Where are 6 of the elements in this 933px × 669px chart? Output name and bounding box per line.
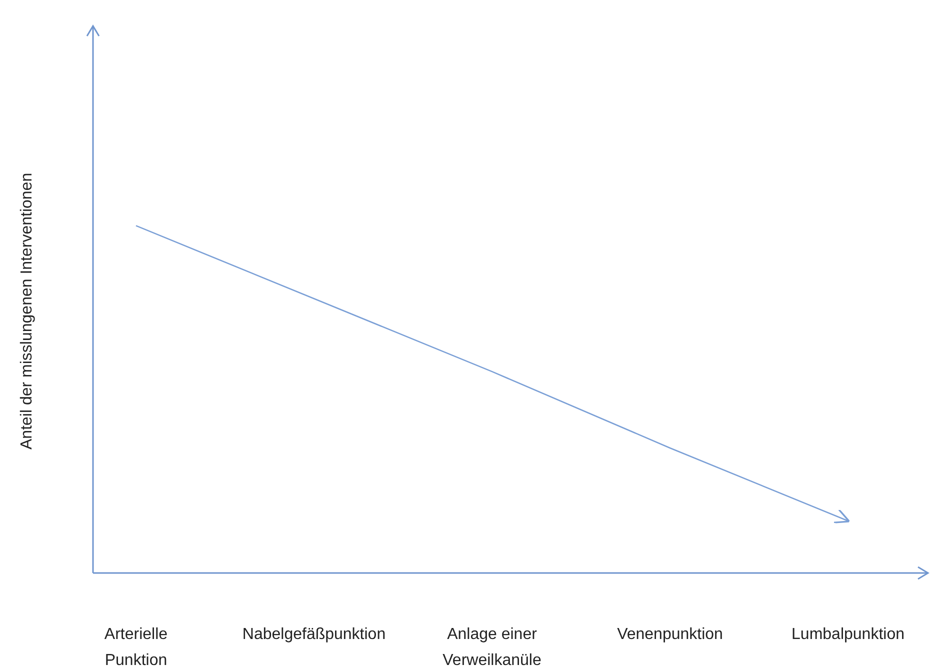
- x-tick-label: Lumbalpunktion: [792, 626, 904, 643]
- x-tick-label: Anlage einer Verweilkanüle: [442, 626, 542, 669]
- y-axis-title: Anteil der misslungenen Interventionen: [18, 172, 36, 450]
- x-tick-label: Nabelgefäßpunktion: [242, 626, 386, 643]
- x-tick-label: Arterielle Punktion: [104, 626, 168, 669]
- x-tick-label: Venenpunktion: [617, 626, 723, 643]
